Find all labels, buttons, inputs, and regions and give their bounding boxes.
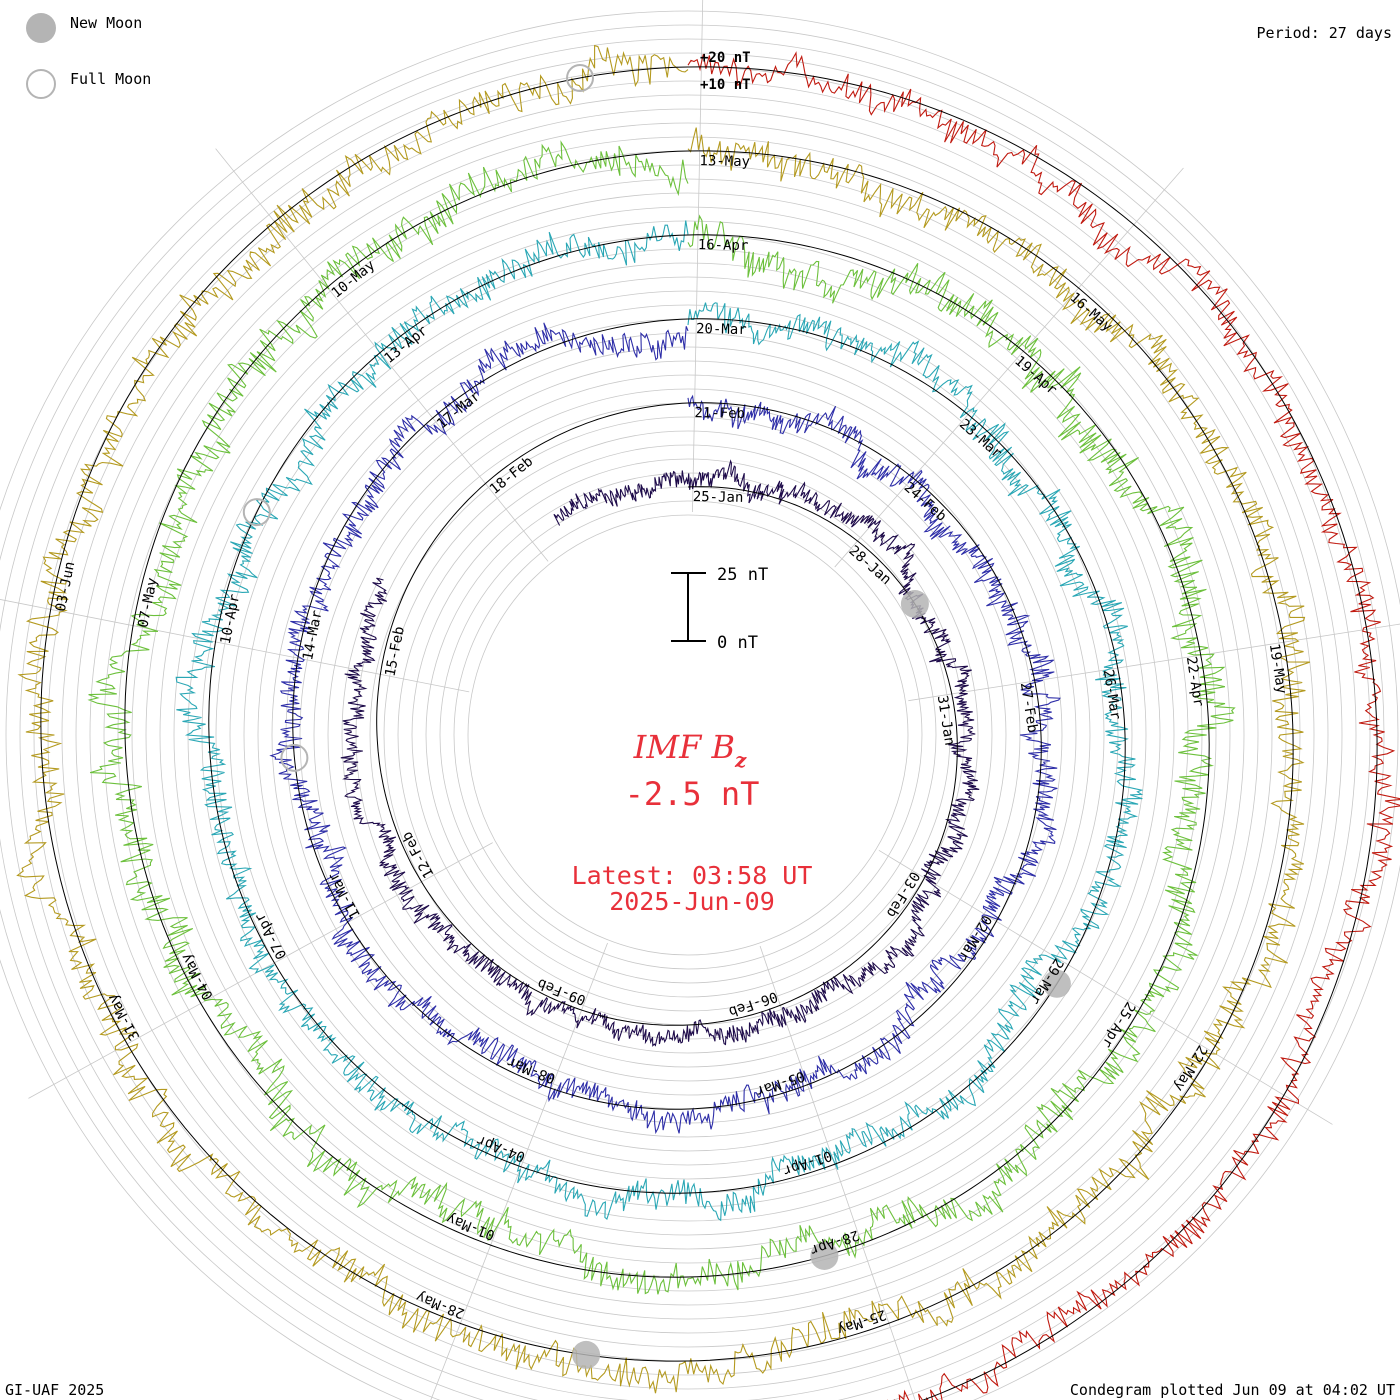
moon-phase-markers bbox=[242, 64, 1071, 1369]
series-ring-2 bbox=[175, 220, 1144, 1222]
grid-circle-22 bbox=[159, 206, 1217, 1264]
series-ring-0 bbox=[340, 459, 980, 1047]
date-label-r1-0: 21-Feb bbox=[694, 405, 745, 422]
grid-circle-9 bbox=[341, 388, 1035, 1082]
baseline-ring-2 bbox=[208, 234, 1126, 1194]
date-label-r0-7: 15-Feb bbox=[383, 625, 408, 678]
day-spoke-4 bbox=[759, 945, 916, 1400]
grid-circle-31 bbox=[33, 80, 1343, 1390]
current-value: -2.5 nT bbox=[625, 775, 760, 813]
grid-circle-15 bbox=[257, 304, 1119, 1166]
series-ring-5 bbox=[687, 51, 1400, 1400]
scale-label-mid: +10 nT bbox=[700, 77, 751, 93]
latest-time: Latest: 03:58 UT bbox=[572, 861, 813, 890]
scale-bar-bottom-label: 0 nT bbox=[717, 633, 758, 653]
series-ring-3 bbox=[87, 140, 1236, 1295]
grid-circle-24 bbox=[131, 178, 1245, 1292]
grid-circle-34 bbox=[0, 38, 1385, 1400]
plotted-label: Condegram plotted Jun 09 at 04:02 UT bbox=[1070, 1381, 1395, 1399]
full-moon-marker-1 bbox=[242, 498, 271, 527]
grid-circle-27 bbox=[89, 136, 1287, 1334]
scale-label-top: +20 nT bbox=[700, 50, 751, 66]
full-moon-marker-0 bbox=[280, 743, 309, 772]
grid-circle-12 bbox=[299, 346, 1077, 1124]
series-ring-4 bbox=[16, 44, 1311, 1394]
date-label-r2-0: 20-Mar bbox=[696, 321, 747, 338]
period-label: Period: 27 days bbox=[1257, 24, 1392, 42]
grid-circle-19 bbox=[201, 248, 1175, 1222]
grid-circle-4 bbox=[411, 458, 965, 1012]
new-moon-legend-label: New Moon bbox=[70, 14, 142, 32]
new-moon-marker-0 bbox=[900, 590, 929, 618]
grid-circle-0 bbox=[467, 514, 909, 956]
grid-circle-30 bbox=[47, 94, 1329, 1376]
date-label-r4-1: 16-May bbox=[1067, 290, 1116, 335]
new-moon-marker-3 bbox=[572, 1340, 601, 1369]
grid-circle-3 bbox=[425, 472, 951, 998]
credit-label: GI-UAF 2025 bbox=[5, 1381, 104, 1399]
grid-circle-28 bbox=[75, 122, 1301, 1348]
date-label-r2-6: 07-Apr bbox=[252, 910, 290, 962]
date-label-r4-7: 03-Jun bbox=[53, 560, 78, 613]
baseline-ring-4 bbox=[40, 66, 1294, 1362]
day-spoke-0 bbox=[692, 0, 704, 513]
date-label-r1-1: 24-Feb bbox=[901, 479, 950, 524]
grid-circle-25 bbox=[117, 164, 1259, 1306]
new-moon-marker-2 bbox=[810, 1242, 839, 1270]
chart-title-subscript: z bbox=[734, 748, 747, 772]
full-moon-legend-label: Full Moon bbox=[70, 70, 151, 88]
grid-circle-33 bbox=[5, 52, 1371, 1400]
grid-circle-36 bbox=[0, 10, 1400, 1400]
grid-circle-16 bbox=[243, 290, 1133, 1180]
baseline-ring-3 bbox=[124, 150, 1210, 1278]
baseline-ring-0 bbox=[376, 402, 958, 1026]
grid-circle-1 bbox=[453, 500, 923, 970]
latest-date: 2025-Jun-09 bbox=[609, 887, 775, 916]
date-label-r1-2: 27-Feb bbox=[1017, 681, 1041, 733]
date-label-r4-0: 13-May bbox=[699, 153, 750, 170]
day-spoke-2 bbox=[908, 623, 1400, 702]
date-label-r2-2: 26-Mar bbox=[1100, 668, 1124, 720]
ring-baselines bbox=[40, 66, 1378, 1400]
chart-title-main: IMF B bbox=[633, 728, 735, 766]
data-series bbox=[16, 44, 1400, 1400]
full-moon-legend-icon bbox=[26, 69, 56, 99]
date-label-r4-6: 31-May bbox=[105, 991, 143, 1043]
day-spoke-1 bbox=[834, 167, 1184, 568]
date-label-r3-0: 16-Apr bbox=[698, 237, 749, 254]
baseline-ring-1 bbox=[292, 318, 1042, 1110]
day-spoke-5 bbox=[430, 942, 608, 1400]
chart-title: IMF Bz bbox=[633, 728, 747, 772]
day-spoke-3 bbox=[878, 849, 1333, 1125]
date-label-r3-6: 04-May bbox=[178, 950, 216, 1002]
scale-bar: 25 nT 0 nT bbox=[671, 565, 768, 653]
date-label-r0-0: 25-Jan bbox=[693, 489, 744, 506]
grid-circle-35 bbox=[0, 24, 1399, 1400]
date-label-r0-2: 31-Jan bbox=[934, 694, 958, 746]
new-moon-marker-1 bbox=[1042, 969, 1071, 998]
scale-bar-top-label: 25 nT bbox=[717, 565, 768, 585]
new-moon-legend-icon bbox=[26, 13, 56, 43]
baseline-ring-5 bbox=[687, 66, 1378, 1400]
date-label-r3-2: 22-Apr bbox=[1183, 655, 1207, 707]
grid-circle-18 bbox=[215, 262, 1161, 1208]
date-label-r3-1: 19-Apr bbox=[1011, 353, 1060, 398]
full-moon-marker-2 bbox=[566, 64, 594, 92]
grid-circle-13 bbox=[285, 332, 1091, 1138]
grid-circle-10 bbox=[327, 374, 1049, 1096]
legend: New Moon Full Moon bbox=[26, 13, 151, 99]
date-label-r4-2: 19-May bbox=[1266, 643, 1290, 695]
grid-circle-7 bbox=[369, 416, 1007, 1054]
